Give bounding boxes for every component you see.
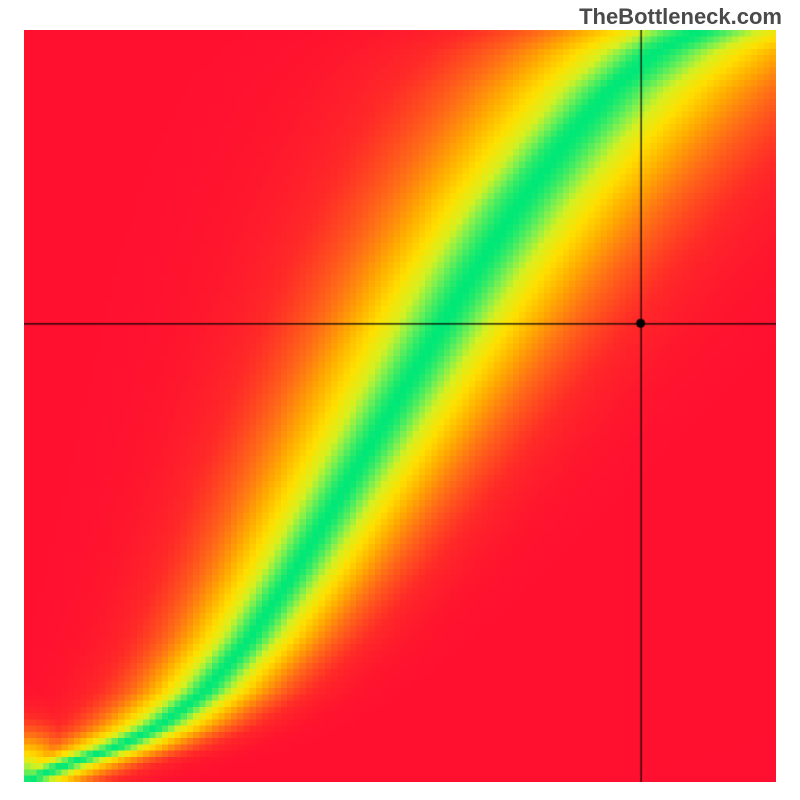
chart-container: TheBottleneck.com xyxy=(0,0,800,800)
bottleneck-heatmap xyxy=(24,30,776,782)
watermark-text: TheBottleneck.com xyxy=(579,4,782,30)
